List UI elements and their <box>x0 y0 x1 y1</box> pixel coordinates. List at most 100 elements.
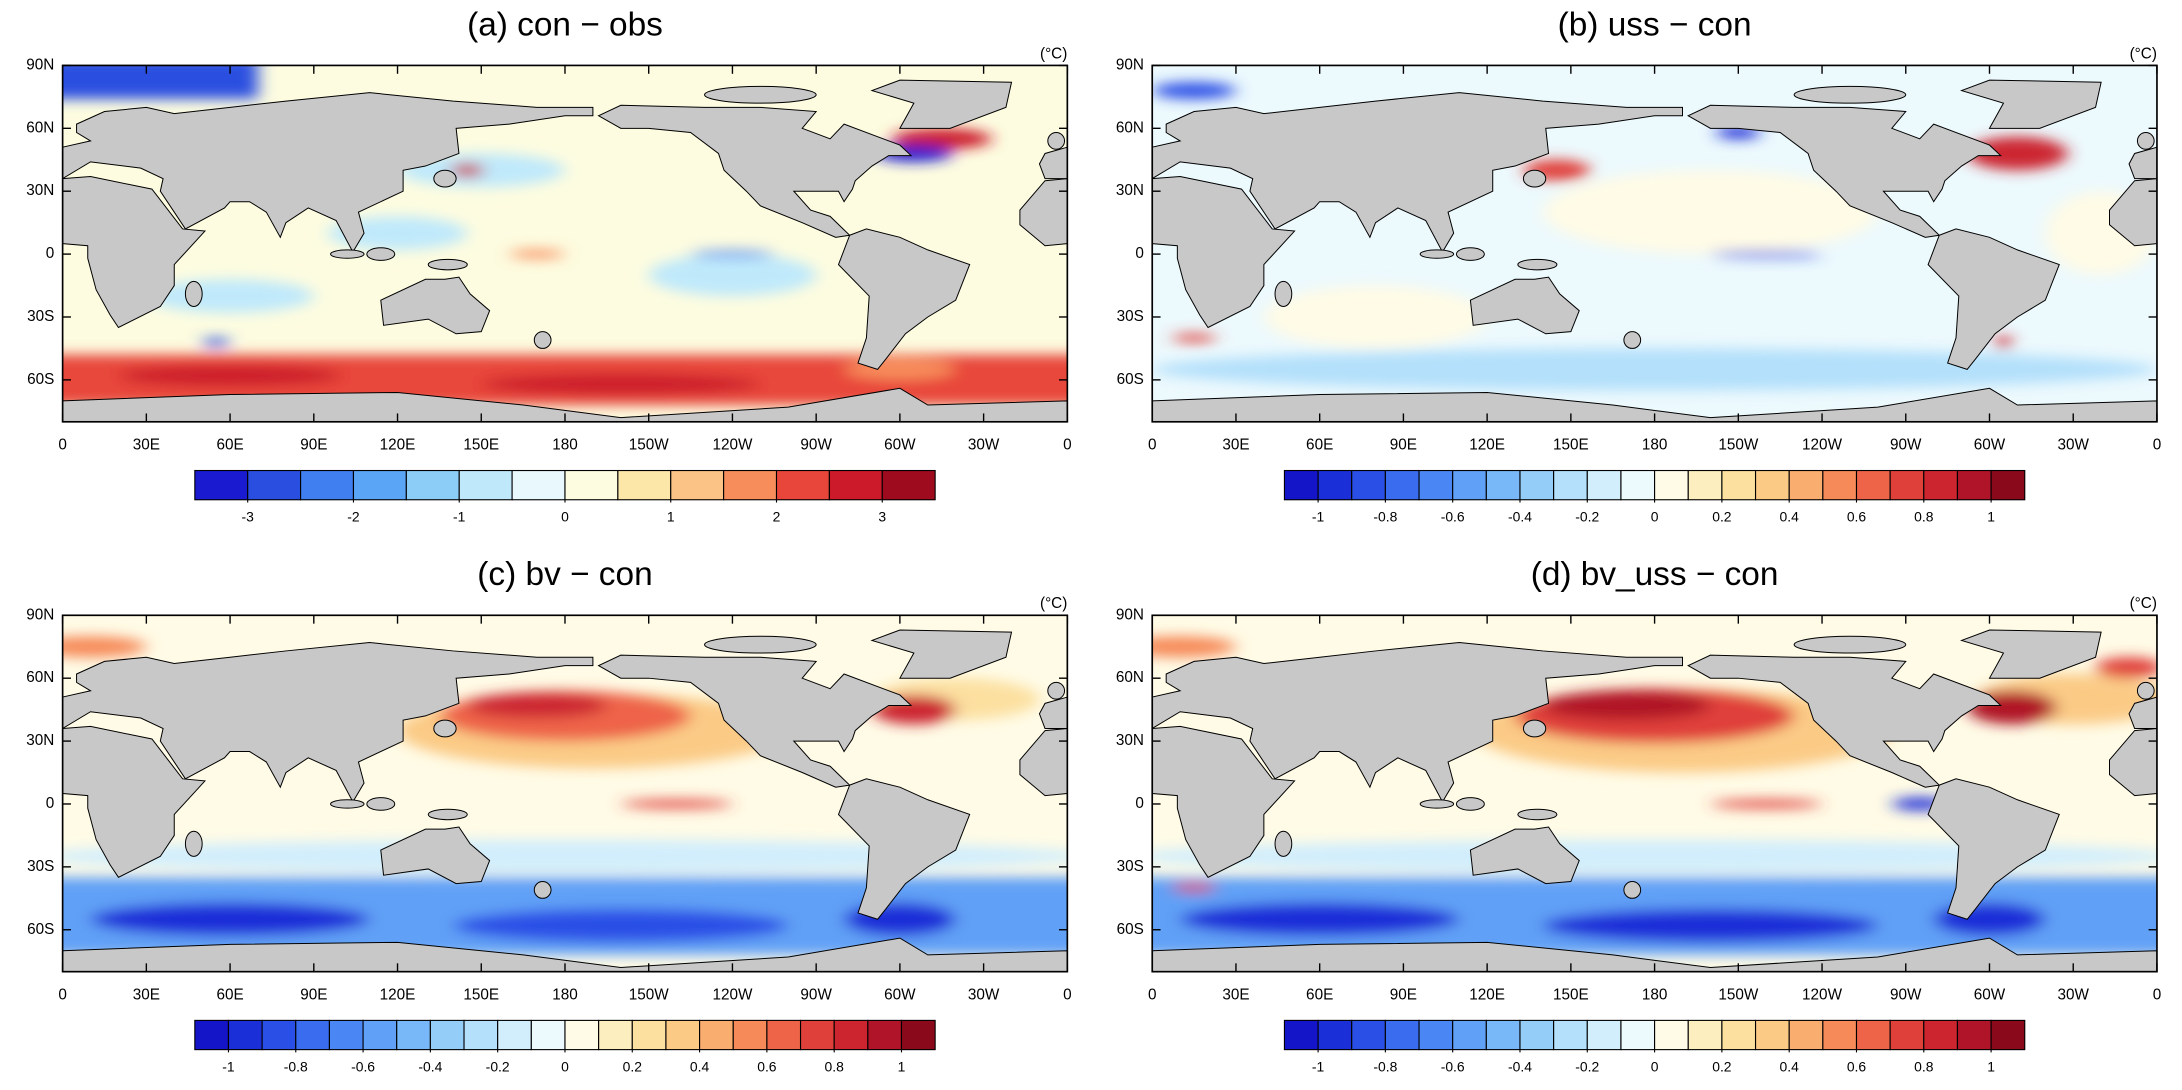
lon-tick-label: 30E <box>1222 986 1249 1003</box>
lon-tick-label: 0 <box>2153 437 2162 454</box>
colorbar-box <box>1519 469 1555 501</box>
colorbar-box <box>564 1019 600 1051</box>
colorbar-box <box>497 1019 532 1051</box>
colorbar-box <box>1586 1019 1622 1051</box>
lon-tick-label: 0 <box>1063 986 1072 1003</box>
colorbar-label: 0.4 <box>1780 509 1800 525</box>
panel: (c) bv − con (°C) 0 30E 60E 90E 120E 150E 180 150… <box>26 556 1072 1074</box>
colorbar-box <box>396 1019 431 1051</box>
panel-title: (b) uss − con <box>1558 6 1752 43</box>
lat-tick-label: 60S <box>1117 371 1144 388</box>
lat-tick-label: 60S <box>27 921 54 938</box>
colorbar-box <box>429 1019 465 1051</box>
lon-tick-label: 60W <box>884 437 916 454</box>
colorbar-label: 0.2 <box>623 1058 643 1074</box>
field <box>62 65 1068 422</box>
panel-title: (a) con − obs <box>467 6 663 43</box>
panel-title: (c) bv − con <box>477 556 652 593</box>
colorbar-box <box>867 1019 903 1051</box>
lon-tick-label: 120W <box>712 986 753 1003</box>
lon-tick-label: 30E <box>133 437 160 454</box>
colorbar-label: 0.2 <box>1712 509 1732 525</box>
lon-tick-label: 150E <box>1553 437 1589 454</box>
lon-tick-label: 180 <box>1642 437 1668 454</box>
unit-label: (°C) <box>2130 595 2157 612</box>
lon-tick-label: 60W <box>1974 437 2006 454</box>
lon-tick-label: 120E <box>380 437 416 454</box>
colorbar-box <box>1822 1019 1858 1051</box>
colorbar-label: 0.6 <box>757 1058 777 1074</box>
lon-tick-label: 120E <box>1469 437 1505 454</box>
colorbar-box <box>799 1019 835 1051</box>
colorbar-label: 0.4 <box>690 1058 710 1074</box>
lon-tick-label: 180 <box>552 986 578 1003</box>
colorbar-box <box>1721 1019 1757 1051</box>
panel-title: (d) bv_uss − con <box>1531 556 1779 593</box>
colorbar-label: -0.4 <box>1508 509 1532 525</box>
colorbar-label: 0.2 <box>1712 1058 1732 1074</box>
colorbar-box <box>1553 469 1588 501</box>
colorbar-label: 2 <box>773 509 781 525</box>
lat-tick-label: 90N <box>26 606 54 623</box>
colorbar-box <box>1418 1019 1454 1051</box>
lon-tick-label: 0 <box>1148 437 1157 454</box>
colorbar-label: -1 <box>1312 509 1325 525</box>
colorbar-box <box>1990 1019 2026 1051</box>
colorbar-label: 1 <box>898 1058 906 1074</box>
colorbar-label: -0.2 <box>486 1058 510 1074</box>
colorbar-label: -0.8 <box>1373 1058 1397 1074</box>
colorbar-box <box>247 469 302 501</box>
lat-tick-label: 30S <box>27 858 54 875</box>
colorbar-box <box>670 469 725 501</box>
panel: (a) con − obs (°C) 0 30E 60E 90E 120E 150E 180 15… <box>26 6 1071 525</box>
colorbar-box <box>511 469 566 501</box>
lat-tick-label: 30S <box>27 308 54 325</box>
colorbar-box <box>194 1019 230 1051</box>
lon-tick-label: 90E <box>300 986 327 1003</box>
colorbar-box <box>1754 1019 1790 1051</box>
colorbar-label: 0.8 <box>1914 509 1934 525</box>
lon-tick-label: 60W <box>1974 986 2006 1003</box>
colorbar-box <box>564 469 619 501</box>
colorbar-label: -0.2 <box>1575 1058 1599 1074</box>
lat-tick-label: 60N <box>1116 669 1144 686</box>
colorbar-label: -0.8 <box>1373 509 1397 525</box>
lat-tick-label: 30N <box>26 182 54 199</box>
map <box>1152 615 2157 972</box>
colorbar-box <box>1822 469 1858 501</box>
lon-tick-label: 150E <box>1553 986 1589 1003</box>
panel: (d) bv_uss − con (°C) 0 30E 60E 90E 120E 150E 18… <box>1116 556 2161 1074</box>
lon-tick-label: 90E <box>1390 437 1417 454</box>
colorbar-label: -1 <box>222 1058 235 1074</box>
colorbar-box <box>617 469 672 501</box>
lat-tick-label: 0 <box>46 245 55 262</box>
colorbar-box <box>1519 1019 1555 1051</box>
colorbar-box <box>881 469 936 501</box>
lon-tick-label: 0 <box>1148 986 1157 1003</box>
colorbar-box <box>1855 1019 1891 1051</box>
colorbar-label: 0 <box>1651 1058 1659 1074</box>
lon-tick-label: 30E <box>1222 437 1249 454</box>
lon-tick-label: 90E <box>300 437 327 454</box>
unit-label: (°C) <box>2130 45 2157 62</box>
lon-tick-label: 120W <box>1802 986 1843 1003</box>
colorbar-box <box>732 1019 768 1051</box>
unit-label: (°C) <box>1040 595 1067 612</box>
lat-tick-label: 60N <box>26 119 54 136</box>
lon-tick-label: 120E <box>1469 986 1505 1003</box>
lon-tick-label: 90W <box>800 437 832 454</box>
map <box>62 65 1068 422</box>
colorbar-box <box>1351 1019 1386 1051</box>
lat-tick-label: 30S <box>1117 858 1144 875</box>
colorbar-label: -1 <box>1312 1058 1325 1074</box>
colorbar-label: -0.8 <box>284 1058 308 1074</box>
lon-tick-label: 30W <box>2058 437 2090 454</box>
colorbar-box <box>463 1019 499 1051</box>
colorbar-label: -1 <box>453 509 466 525</box>
colorbar-box <box>405 469 460 501</box>
lat-tick-label: 30N <box>26 732 54 749</box>
lon-tick-label: 90W <box>1890 437 1922 454</box>
lat-tick-label: 30N <box>1116 732 1144 749</box>
lon-tick-label: 30W <box>968 437 1000 454</box>
